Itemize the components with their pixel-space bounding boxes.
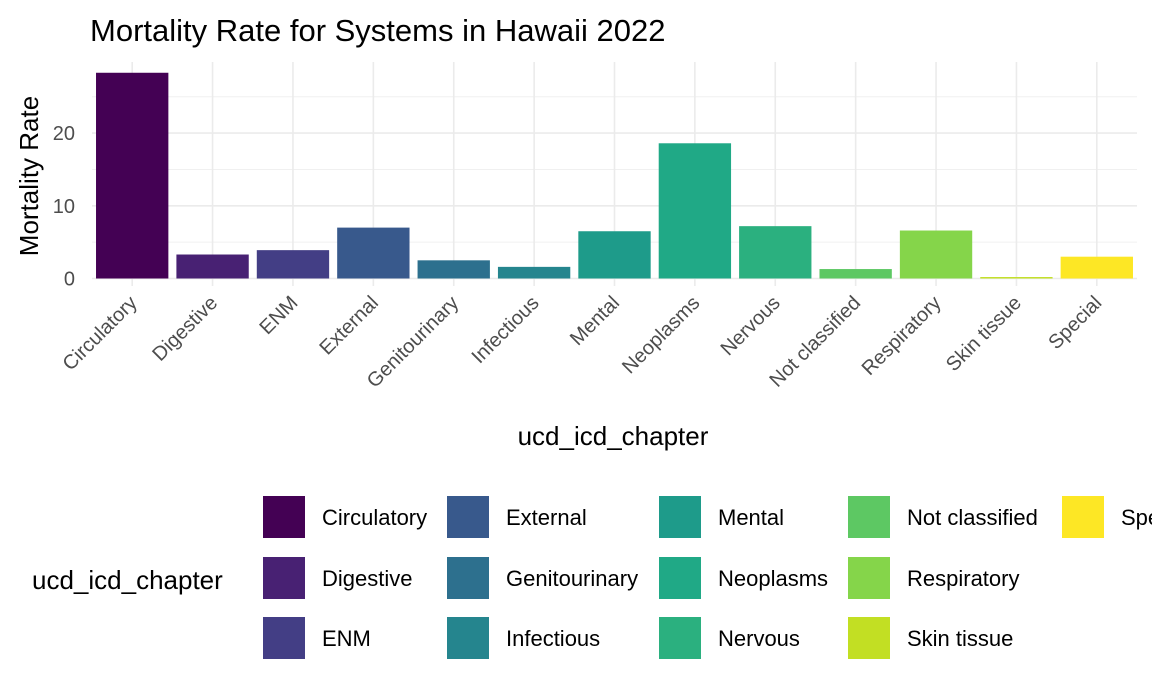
legend-label: Not classified: [907, 505, 1038, 530]
legend-key: [263, 617, 305, 659]
legend-key: [848, 496, 890, 538]
x-tick-label: Nervous: [717, 292, 785, 360]
legend-label: External: [506, 505, 587, 530]
legend-key: [447, 617, 489, 659]
x-axis-ticks: Circulatory Digestive ENM ExternalGenitouri…: [59, 292, 1107, 392]
legend-key: [659, 557, 701, 599]
bar: [96, 72, 169, 279]
bar: [1060, 256, 1133, 279]
bar: [899, 230, 973, 279]
x-tick-label: External: [315, 292, 382, 359]
y-tick-label: 0: [64, 269, 75, 291]
chart-title: Mortality Rate for Systems in Hawaii 202…: [90, 13, 665, 48]
legend-label: Special: [1121, 505, 1152, 530]
bar: [497, 266, 571, 279]
bar: [739, 226, 812, 279]
x-tick-label: Digestive: [148, 292, 222, 366]
legend-key: [447, 557, 489, 599]
x-tick-label: ENM: [256, 292, 303, 339]
legend-key: [1062, 496, 1104, 538]
legend-label: Skin tissue: [907, 626, 1013, 651]
x-tick-label: Skin tissue: [942, 292, 1026, 376]
legend-title: ucd_icd_chapter: [32, 565, 223, 595]
bar: [256, 250, 330, 279]
x-tick-label: Respiratory: [858, 292, 946, 380]
legend-label: Digestive: [322, 566, 412, 591]
bar: [658, 143, 732, 279]
legend-key: [447, 496, 489, 538]
legend-label: Mental: [718, 505, 784, 530]
bars: [96, 72, 1133, 279]
legend-label: ENM: [322, 626, 371, 651]
y-axis-title: Mortality Rate: [14, 96, 44, 256]
legend-label: Respiratory: [907, 566, 1019, 591]
y-axis-ticks: 0 10 20: [53, 123, 75, 290]
legend-key: [659, 617, 701, 659]
legend-key: [848, 557, 890, 599]
y-tick-label: 20: [53, 123, 75, 145]
bar: [417, 260, 490, 279]
legend-label: Neoplasms: [718, 566, 828, 591]
x-tick-label: Infectious: [468, 292, 544, 368]
bar: [819, 269, 892, 279]
legend-label: Circulatory: [322, 505, 427, 530]
bar: [176, 254, 249, 279]
legend-label: Infectious: [506, 626, 600, 651]
legend-label: Genitourinary: [506, 566, 638, 591]
legend-key: [263, 557, 305, 599]
legend-key: [659, 496, 701, 538]
legend-key: [263, 496, 305, 538]
x-tick-label: Neoplasms: [618, 292, 704, 378]
bar: [980, 277, 1053, 279]
bar: [337, 227, 410, 279]
legend-label: Nervous: [718, 626, 800, 651]
bar: [578, 231, 651, 279]
x-tick-label: Mental: [566, 292, 624, 350]
x-tick-label: Circulatory: [59, 292, 142, 375]
legend: Circulatory Digestive ENM External Genitouri…: [263, 496, 1152, 659]
legend-key: [848, 617, 890, 659]
x-axis-title: ucd_icd_chapter: [518, 421, 709, 451]
x-tick-label: Special: [1044, 292, 1106, 354]
y-tick-label: 10: [53, 196, 75, 218]
